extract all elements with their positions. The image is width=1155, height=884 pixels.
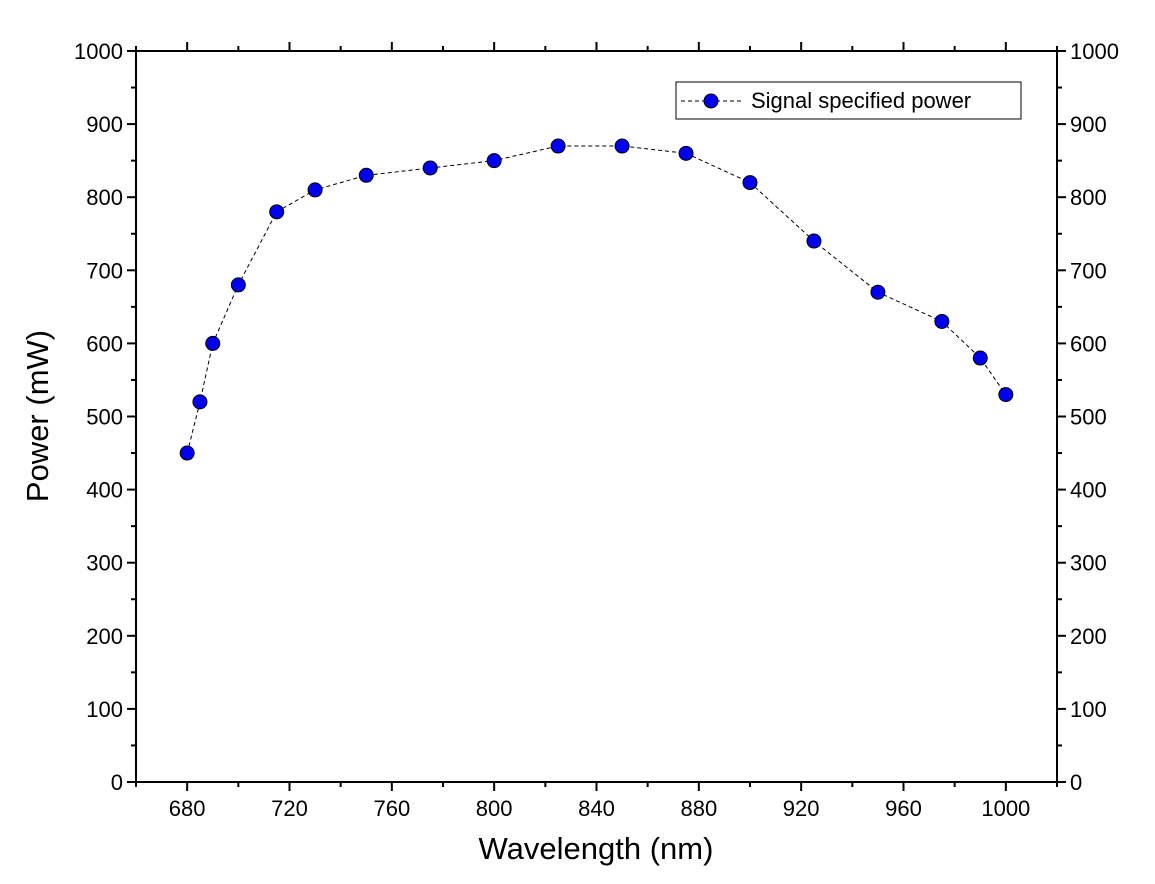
data-point xyxy=(678,145,694,161)
x-tick-label: 680 xyxy=(169,796,206,821)
x-tick-label: 720 xyxy=(271,796,308,821)
x-tick-label: 800 xyxy=(476,796,513,821)
y-tick-label: 700 xyxy=(86,258,123,283)
y-tick-label: 800 xyxy=(86,185,123,210)
data-point xyxy=(550,138,566,154)
y-tick-label: 500 xyxy=(86,405,123,430)
y-right-tick-label: 600 xyxy=(1070,331,1107,356)
data-point xyxy=(934,313,950,329)
x-tick-label: 960 xyxy=(885,796,922,821)
y-tick-label: 400 xyxy=(86,478,123,503)
y-right-tick-label: 500 xyxy=(1070,405,1107,430)
y-right-tick-label: 200 xyxy=(1070,624,1107,649)
legend-label: Signal specified power xyxy=(751,88,971,113)
data-point xyxy=(358,167,374,183)
y-right-tick-label: 400 xyxy=(1070,478,1107,503)
data-point xyxy=(269,204,285,220)
y-right-tick-label: 100 xyxy=(1070,697,1107,722)
y-right-tick-label: 300 xyxy=(1070,551,1107,576)
y-tick-label: 300 xyxy=(86,551,123,576)
y-tick-label: 1000 xyxy=(74,39,123,64)
data-point xyxy=(998,387,1014,403)
x-tick-label: 920 xyxy=(783,796,820,821)
data-point xyxy=(205,335,221,351)
x-axis-title: Wavelength (nm) xyxy=(479,831,714,866)
y-tick-label: 900 xyxy=(86,112,123,137)
data-point xyxy=(230,277,246,293)
data-point xyxy=(806,233,822,249)
legend-marker xyxy=(703,93,719,109)
y-tick-label: 0 xyxy=(111,770,123,795)
y-right-tick-label: 0 xyxy=(1070,770,1082,795)
x-tick-label: 1000 xyxy=(981,796,1030,821)
x-tick-label: 840 xyxy=(578,796,615,821)
data-point xyxy=(179,445,195,461)
data-point xyxy=(742,175,758,191)
plot-frame xyxy=(135,50,1058,783)
series-layer xyxy=(179,138,1014,461)
data-point xyxy=(870,284,886,300)
data-point xyxy=(614,138,630,154)
series-line xyxy=(186,145,1007,454)
x-tick-label: 880 xyxy=(680,796,717,821)
y-tick-label: 600 xyxy=(86,331,123,356)
y-right-tick-label: 1000 xyxy=(1070,39,1119,64)
y-tick-label: 100 xyxy=(86,697,123,722)
data-point xyxy=(422,160,438,176)
y-right-tick-label: 900 xyxy=(1070,112,1107,137)
y-tick-label: 200 xyxy=(86,624,123,649)
data-point xyxy=(192,394,208,410)
ticks-layer: 680 720 760 800 840 880 920 960 1000 0 0 100 100 200 2… xyxy=(74,39,1119,821)
data-point xyxy=(972,350,988,366)
y-right-tick-label: 700 xyxy=(1070,258,1107,283)
y-axis-title: Power (mW) xyxy=(20,330,55,502)
x-tick-label: 760 xyxy=(373,796,410,821)
y-right-tick-label: 800 xyxy=(1070,185,1107,210)
data-point xyxy=(486,153,502,169)
legend: Signal specified power xyxy=(675,81,1022,120)
data-point xyxy=(307,182,323,198)
